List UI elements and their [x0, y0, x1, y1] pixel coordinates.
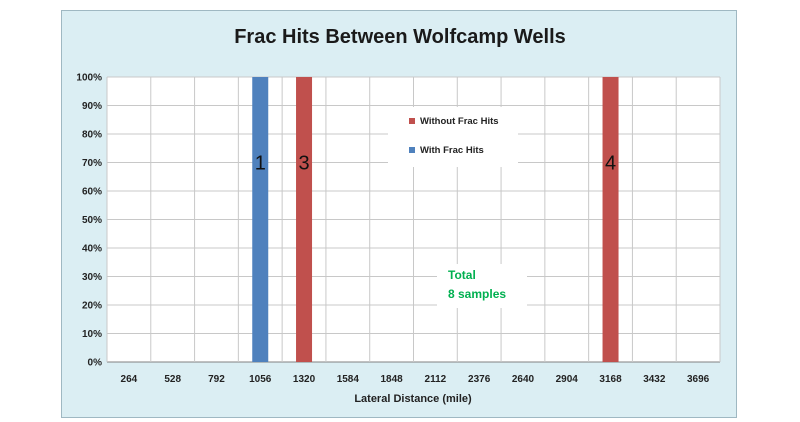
legend-label: With Frac Hits: [420, 145, 484, 156]
y-tick-label: 10%: [82, 329, 102, 340]
legend-label: Without Frac Hits: [420, 116, 499, 127]
x-tick-label: 1584: [337, 374, 360, 385]
y-tick-label: 40%: [82, 244, 102, 255]
x-tick-label: 792: [208, 374, 225, 385]
bar-label: 4: [605, 153, 616, 175]
y-tick-label: 20%: [82, 301, 102, 312]
x-tick-label: 2904: [556, 374, 579, 385]
x-axis-label: Lateral Distance (mile): [354, 393, 472, 405]
x-tick-label: 2376: [468, 374, 491, 385]
bar: [296, 77, 313, 362]
x-tick-label: 3432: [643, 374, 666, 385]
bar-labels: 1 3 4: [255, 153, 616, 175]
y-tick-label: 50%: [82, 215, 102, 226]
x-tick-label: 1848: [380, 374, 403, 385]
x-tick-label: 2640: [512, 374, 535, 385]
bar: [602, 77, 619, 362]
y-tick-label: 70%: [82, 158, 102, 169]
bar-label: 3: [298, 153, 309, 175]
annotation-line: 8 samples: [448, 287, 506, 301]
annotation: Total 8 samples: [437, 264, 527, 308]
x-tick-label: 3168: [599, 374, 622, 385]
y-tick-label: 30%: [82, 272, 102, 283]
bar-label: 1: [255, 153, 266, 175]
y-tick-label: 60%: [82, 187, 102, 198]
chart: Frac Hits Between Wolfcamp Wells 0% 10% 20…: [76, 26, 721, 405]
chart-title: Frac Hits Between Wolfcamp Wells: [234, 26, 566, 48]
annotation-box: [437, 264, 527, 308]
x-tick-label: 1320: [293, 374, 316, 385]
bar: [252, 77, 269, 362]
x-tick-label: 264: [121, 374, 138, 385]
legend-box: [388, 107, 518, 167]
x-tick-label: 2112: [425, 374, 447, 385]
chart-frame: Frac Hits Between Wolfcamp Wells 0% 10% 20…: [61, 10, 737, 418]
y-tick-label: 0%: [88, 358, 103, 369]
y-tick-label: 90%: [82, 101, 102, 112]
annotation-line: Total: [448, 268, 476, 282]
vertical-gridlines: [106, 77, 721, 362]
legend: Without Frac Hits With Frac Hits: [388, 107, 518, 167]
y-tick-label: 100%: [76, 73, 102, 84]
y-axis-ticks: 0% 10% 20% 30% 40% 50% 60% 70% 80% 90% 100%: [76, 73, 102, 369]
bars: [252, 77, 619, 362]
x-tick-label: 528: [164, 374, 181, 385]
x-tick-label: 3696: [687, 374, 710, 385]
x-tick-label: 1056: [249, 374, 272, 385]
legend-swatch: [409, 118, 415, 124]
legend-swatch: [409, 147, 415, 153]
y-tick-label: 80%: [82, 130, 102, 141]
x-axis-ticks: 264 528 792 1056 1320 1584 1848 2112 2376 2640 290…: [121, 374, 710, 385]
